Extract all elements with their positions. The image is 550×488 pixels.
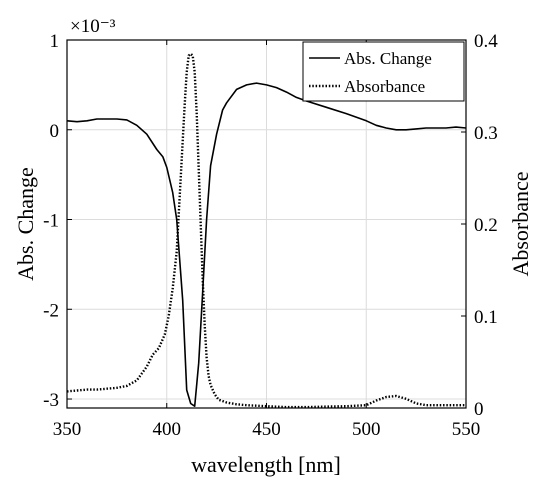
y-right-tick-label: 0.3 (474, 123, 498, 144)
x-tick-label: 350 (53, 419, 82, 440)
y-axis-title-left: Abs. Change (13, 167, 38, 281)
legend: Abs. Change Absorbance (302, 41, 465, 102)
y-right-tick-label: 0.4 (474, 31, 498, 52)
y-left-tick-label: -1 (43, 211, 59, 232)
y-right-tick-label: 0 (474, 399, 484, 420)
series-line-abs-change (66, 82, 467, 408)
ticks: 350 400 450 500 550 -3 -2 -1 0 1 0 0.1 0.2 0.3 0.4 (43, 31, 498, 440)
y-left-tick-label: -3 (43, 390, 59, 411)
legend-box (302, 41, 465, 102)
y-left-tick-label: 1 (50, 31, 60, 52)
left-axis-exponent: ×10⁻³ (70, 16, 116, 37)
y-right-tick-label: 0.1 (474, 307, 498, 328)
x-tick-label: 450 (252, 419, 281, 440)
x-tick-label: 500 (352, 419, 381, 440)
y-left-tick-label: -2 (43, 300, 59, 321)
legend-label-abs-change: Abs. Change (344, 49, 432, 68)
y-right-tick-label: 0.2 (474, 215, 498, 236)
x-axis-title: wavelength [nm] (191, 452, 341, 477)
series-line-absorbance (66, 52, 466, 409)
series-lines (66, 52, 467, 409)
y-axis-title-right: Absorbance (508, 171, 533, 276)
y-left-tick-label: 0 (50, 121, 60, 142)
legend-label-absorbance: Absorbance (344, 77, 425, 96)
x-tick-label: 400 (153, 419, 182, 440)
x-tick-label: 550 (452, 419, 481, 440)
